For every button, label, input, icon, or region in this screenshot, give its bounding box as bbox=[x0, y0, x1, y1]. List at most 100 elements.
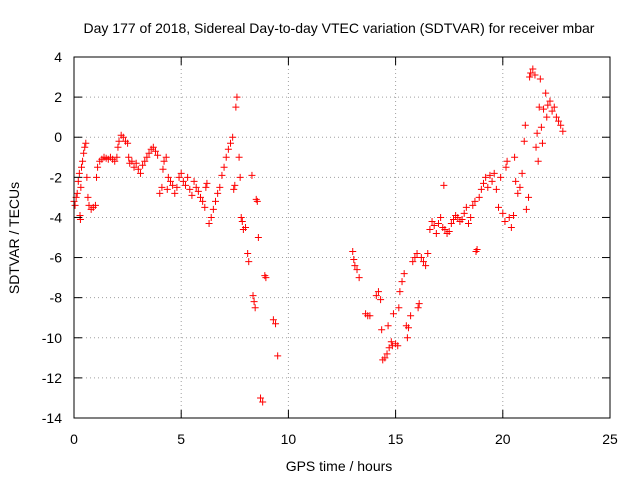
data-point bbox=[214, 189, 222, 197]
data-point bbox=[546, 97, 554, 105]
data-point bbox=[184, 173, 192, 181]
data-point bbox=[510, 211, 518, 219]
data-point bbox=[532, 143, 540, 151]
data-point bbox=[552, 113, 560, 121]
data-point bbox=[384, 322, 392, 330]
data-point bbox=[527, 69, 535, 77]
data-point bbox=[407, 312, 415, 320]
data-point bbox=[486, 171, 494, 179]
data-point bbox=[366, 312, 374, 320]
data-point bbox=[411, 254, 419, 262]
data-point bbox=[136, 169, 144, 177]
data-point bbox=[83, 173, 91, 181]
data-point bbox=[537, 123, 545, 131]
data-point bbox=[426, 225, 434, 233]
data-point bbox=[85, 201, 93, 209]
data-point bbox=[244, 250, 252, 258]
data-point bbox=[262, 274, 270, 282]
x-axis-label: GPS time / hours bbox=[286, 458, 393, 474]
data-point bbox=[471, 197, 479, 205]
y-tick-label: 0 bbox=[54, 129, 62, 145]
y-tick-label: -10 bbox=[42, 330, 62, 346]
data-point bbox=[274, 352, 282, 360]
data-point bbox=[81, 143, 89, 151]
data-point bbox=[177, 169, 185, 177]
y-tick-label: -2 bbox=[50, 169, 63, 185]
data-point bbox=[224, 145, 232, 153]
x-tick-label: 15 bbox=[388, 431, 404, 447]
data-point bbox=[245, 258, 253, 266]
plot-frame bbox=[73, 56, 611, 419]
data-point bbox=[458, 215, 466, 223]
data-point bbox=[181, 181, 189, 189]
data-point bbox=[186, 185, 194, 193]
data-point bbox=[230, 185, 238, 193]
data-point bbox=[73, 189, 81, 197]
data-point bbox=[378, 326, 386, 334]
data-point bbox=[162, 153, 170, 161]
data-point bbox=[173, 183, 181, 191]
data-point bbox=[396, 288, 404, 296]
data-point bbox=[77, 183, 85, 191]
data-point bbox=[134, 165, 142, 173]
data-point bbox=[132, 159, 140, 167]
data-point bbox=[437, 213, 445, 221]
data-point bbox=[430, 221, 438, 229]
data-point bbox=[415, 300, 423, 308]
data-point bbox=[512, 177, 520, 185]
data-point bbox=[501, 217, 509, 225]
data-point bbox=[166, 177, 174, 185]
data-point bbox=[80, 149, 88, 157]
data-point bbox=[395, 304, 403, 312]
x-tick-label: 20 bbox=[495, 431, 511, 447]
data-point bbox=[544, 101, 552, 109]
data-point bbox=[114, 143, 122, 151]
data-point bbox=[503, 157, 511, 165]
data-point bbox=[428, 217, 436, 225]
data-point bbox=[482, 173, 490, 181]
data-point bbox=[259, 398, 267, 406]
data-point bbox=[94, 163, 102, 171]
data-point bbox=[475, 193, 483, 201]
data-point bbox=[235, 153, 243, 161]
data-point bbox=[409, 258, 417, 266]
data-point bbox=[351, 262, 359, 270]
data-point bbox=[218, 171, 226, 179]
data-point bbox=[389, 310, 397, 318]
data-point bbox=[231, 181, 239, 189]
data-point bbox=[115, 137, 123, 145]
data-point bbox=[124, 139, 132, 147]
data-point bbox=[449, 215, 457, 223]
data-point bbox=[269, 316, 277, 324]
data-point bbox=[141, 157, 149, 165]
data-point bbox=[432, 229, 440, 237]
data-point bbox=[480, 179, 488, 187]
data-point bbox=[467, 213, 475, 221]
data-point bbox=[71, 201, 79, 209]
data-point bbox=[377, 296, 385, 304]
data-point bbox=[445, 227, 453, 235]
data-point bbox=[447, 219, 455, 227]
data-point bbox=[254, 234, 262, 241]
data-point bbox=[440, 181, 448, 189]
data-point bbox=[169, 181, 177, 189]
data-point bbox=[143, 153, 151, 161]
data-point bbox=[171, 189, 179, 197]
data-point bbox=[353, 266, 361, 274]
data-point bbox=[151, 147, 159, 155]
data-point bbox=[520, 137, 528, 145]
data-point bbox=[249, 292, 257, 300]
data-point bbox=[414, 304, 422, 312]
data-point bbox=[232, 103, 240, 111]
data-point bbox=[111, 157, 119, 165]
data-point bbox=[526, 73, 534, 81]
data-point bbox=[212, 197, 220, 205]
data-point bbox=[175, 173, 183, 181]
data-point bbox=[251, 304, 259, 312]
data-point bbox=[82, 139, 90, 147]
y-tick-label: -8 bbox=[50, 290, 63, 306]
data-point bbox=[374, 288, 382, 296]
ticks-layer bbox=[73, 56, 611, 419]
data-point bbox=[419, 258, 427, 266]
